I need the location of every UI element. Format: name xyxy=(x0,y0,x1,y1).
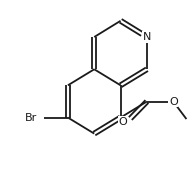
Text: N: N xyxy=(143,32,151,42)
Text: O: O xyxy=(169,97,178,107)
Text: O: O xyxy=(118,117,127,127)
Text: Br: Br xyxy=(24,113,37,122)
